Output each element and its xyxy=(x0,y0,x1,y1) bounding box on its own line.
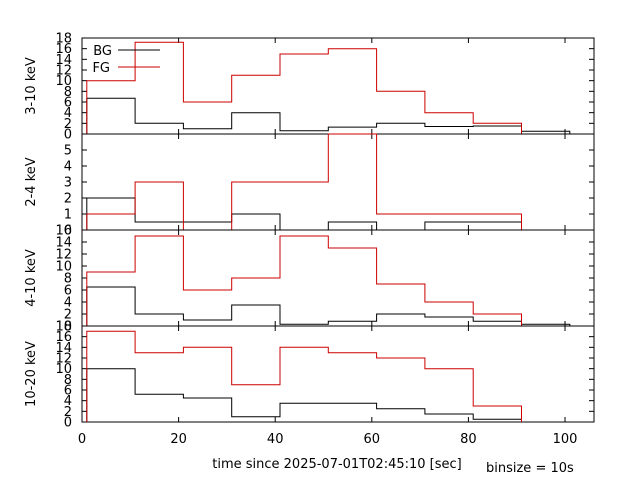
y-tick-label: 8 xyxy=(64,373,72,388)
panel-frame xyxy=(81,325,595,423)
y-axis-label: 4-10 keV xyxy=(24,249,39,307)
binsize-annotation: binsize = 10s xyxy=(486,461,574,476)
y-tick-label: 5 xyxy=(64,144,72,159)
x-axis-label: time since 2025-07-01T02:45:10 [sec] xyxy=(212,457,461,472)
legend-label-bg: BG xyxy=(93,44,112,59)
x-tick-label: 20 xyxy=(170,432,187,447)
y-tick-label: 2 xyxy=(64,192,72,207)
x-tick-label: 40 xyxy=(267,432,284,447)
y-tick-label: 4 xyxy=(64,160,72,175)
series-bg-step xyxy=(86,368,522,422)
x-tick-label: 0 xyxy=(78,432,86,447)
y-tick-label: 12 xyxy=(55,352,72,367)
y-tick-label: 12 xyxy=(55,64,72,79)
panel-frame xyxy=(81,229,595,327)
y-axis-label: 2-4 keV xyxy=(24,157,39,206)
y-tick-label: 16 xyxy=(55,224,72,239)
y-tick-label: 6 xyxy=(64,384,72,399)
series-fg-step xyxy=(86,235,522,326)
y-tick-label: 0 xyxy=(64,320,72,335)
y-tick-label: 16 xyxy=(55,330,72,345)
series-bg-step xyxy=(86,97,571,134)
y-tick-label: 10 xyxy=(55,74,72,89)
y-tick-label: 3 xyxy=(64,176,72,191)
series-fg-step xyxy=(86,133,522,231)
y-tick-label: 16 xyxy=(55,42,72,57)
x-tick-label: 100 xyxy=(553,432,578,447)
y-tick-label: 18 xyxy=(55,320,72,335)
x-tick-label: 80 xyxy=(460,432,477,447)
y-tick-label: 14 xyxy=(55,53,72,68)
y-tick-label: 4 xyxy=(64,106,72,121)
y-tick-label: 1 xyxy=(64,208,72,223)
y-tick-label: 18 xyxy=(55,32,72,47)
y-tick-label: 0 xyxy=(64,128,72,143)
y-tick-label: 12 xyxy=(55,248,72,263)
y-tick-label: 2 xyxy=(64,405,72,420)
x-tick-label: 60 xyxy=(364,432,381,447)
y-tick-label: 6 xyxy=(64,284,72,299)
y-tick-label: 10 xyxy=(55,362,72,377)
y-tick-label: 2 xyxy=(64,308,72,323)
y-axis-label: 10-20 keV xyxy=(24,341,39,407)
y-tick-label: 14 xyxy=(55,236,72,251)
y-tick-label: 10 xyxy=(55,260,72,275)
legend-label-fg: FG xyxy=(92,61,110,76)
y-tick-label: 14 xyxy=(55,341,72,356)
panel-frame xyxy=(81,37,595,135)
series-fg-step xyxy=(86,41,522,134)
series-fg-step xyxy=(86,330,522,422)
y-tick-label: 2 xyxy=(64,117,72,132)
y-tick-label: 6 xyxy=(64,96,72,111)
y-axis-label: 3-10 keV xyxy=(24,57,39,115)
y-tick-label: 4 xyxy=(64,296,72,311)
y-tick-label: 8 xyxy=(64,272,72,287)
y-tick-label: 0 xyxy=(64,224,72,239)
series-bg-step xyxy=(86,286,571,326)
y-tick-label: 4 xyxy=(64,394,72,409)
y-tick-label: 0 xyxy=(64,416,72,431)
y-tick-label: 8 xyxy=(64,85,72,100)
